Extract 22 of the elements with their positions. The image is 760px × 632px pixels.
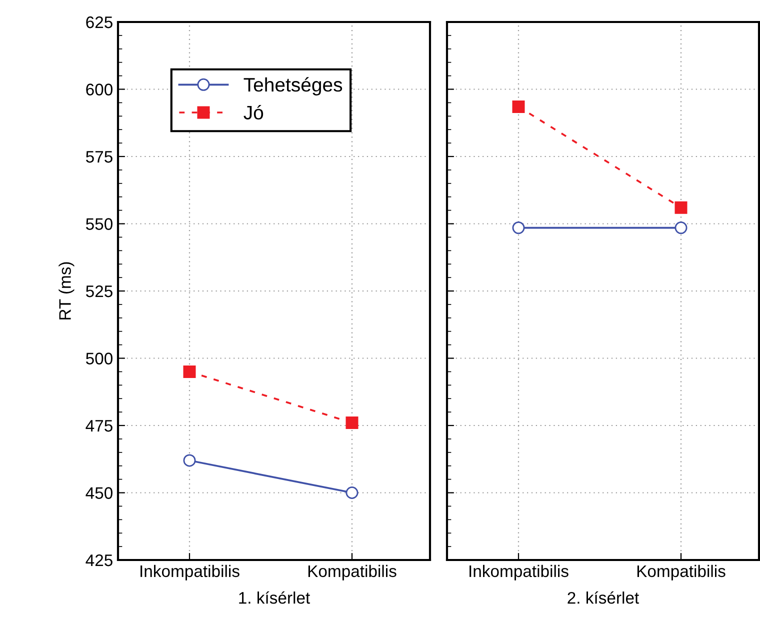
y-axis-title: RT (ms) — [58, 262, 74, 320]
y-tick-label: 550 — [86, 218, 112, 230]
y-tick-label: 475 — [86, 420, 112, 432]
point — [346, 486, 358, 499]
y-tick-label: 575 — [86, 151, 112, 163]
point — [346, 416, 358, 430]
y-tick-label: 500 — [86, 352, 112, 364]
y-tick-label: 600 — [86, 84, 112, 96]
x-tick-label: Kompatibilis — [637, 564, 726, 580]
point — [183, 365, 196, 378]
legend-label: Tehetséges — [244, 77, 342, 96]
y-tick-label: 450 — [86, 487, 112, 499]
point — [183, 454, 196, 467]
x-axis-title: 2. kísérlet — [568, 591, 640, 604]
x-tick-label: Kompatibilis — [308, 564, 396, 580]
x-tick-label: Inkompatibilis — [140, 564, 240, 580]
x-tick-label: Inkompatibilis — [470, 564, 568, 580]
y-tick-label: 425 — [86, 554, 112, 566]
x-axis-title: 1. kísérlet — [239, 591, 310, 604]
y-tick-label: 525 — [86, 285, 112, 298]
legend-label: Jó — [244, 105, 264, 120]
y-tick-label: 625 — [86, 16, 112, 28]
